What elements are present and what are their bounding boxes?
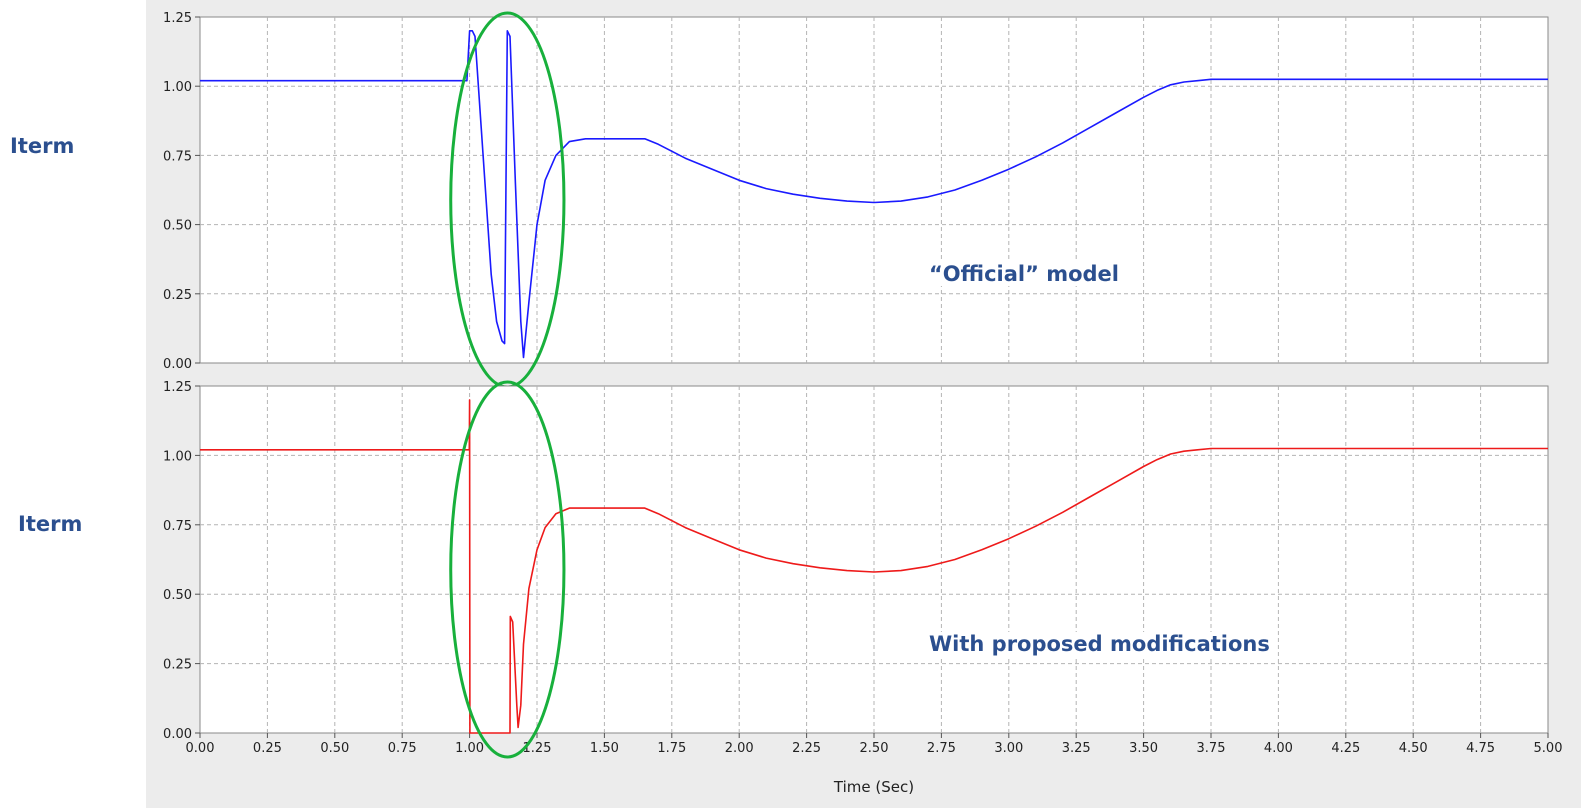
x-tick-label: 3.75	[1197, 741, 1226, 756]
y-tick-label: 0.00	[163, 727, 192, 742]
x-tick-label: 1.00	[455, 741, 484, 756]
x-tick-label: 0.00	[186, 741, 215, 756]
y-tick-label: 0.75	[163, 519, 192, 534]
y-tick-label: 0.00	[163, 357, 192, 372]
y-tick-label: 0.50	[163, 219, 192, 234]
x-tick-label: 4.50	[1399, 741, 1428, 756]
x-tick-label: 1.75	[657, 741, 686, 756]
y-tick-label: 1.25	[163, 380, 192, 395]
y-tick-label: 0.75	[163, 149, 192, 164]
x-tick-label: 0.25	[253, 741, 282, 756]
x-tick-label: 4.25	[1331, 741, 1360, 756]
x-tick-label: 0.75	[388, 741, 417, 756]
x-tick-label: 4.00	[1264, 741, 1293, 756]
x-tick-label: 2.50	[860, 741, 889, 756]
x-axis-label: Time (Sec)	[833, 778, 914, 796]
official-model-note: “Official” model	[925, 262, 1123, 286]
proposed-modifications-note: With proposed modifications	[925, 632, 1274, 656]
top-y-axis-label: Iterm	[10, 134, 75, 158]
x-tick-label: 4.75	[1466, 741, 1495, 756]
top-plot-panel: 0.00 0.25 0.50 0.75 1.00 1.25	[163, 11, 1549, 389]
y-tick-label: 0.25	[163, 658, 192, 673]
x-tick-label: 2.00	[725, 741, 754, 756]
bottom-y-axis-label: Iterm	[18, 512, 83, 536]
series-line	[200, 399, 1548, 734]
x-tick-label: 2.25	[792, 741, 821, 756]
x-tick-label: 3.50	[1129, 741, 1158, 756]
x-tick-label: 0.50	[320, 741, 349, 756]
y-tick-label: 1.25	[163, 11, 192, 26]
x-tick-label: 1.50	[590, 741, 619, 756]
series-line	[200, 29, 1548, 359]
bottom-plot-panel: 0.00 0.25 0.50 0.75 1.00 1.25 0.00 0.25 0.50 0.75…	[163, 380, 1563, 759]
x-tick-label: 5.00	[1534, 741, 1563, 756]
x-tick-label: 3.00	[994, 741, 1023, 756]
y-tick-label: 0.50	[163, 588, 192, 603]
x-tick-label: 3.25	[1062, 741, 1091, 756]
y-tick-label: 0.25	[163, 288, 192, 303]
y-tick-label: 1.00	[163, 449, 192, 464]
y-tick-label: 1.00	[163, 80, 192, 95]
highlight-ellipse	[449, 380, 566, 759]
x-tick-label: 1.25	[523, 741, 552, 756]
x-tick-label: 2.75	[927, 741, 956, 756]
